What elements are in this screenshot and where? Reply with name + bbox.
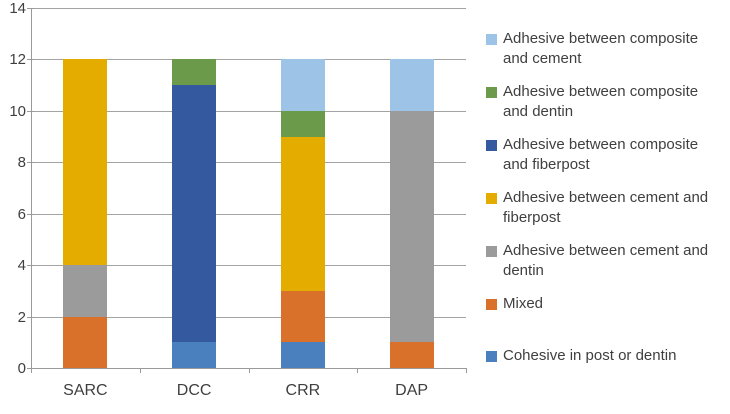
gridline <box>31 8 466 9</box>
bar-segment <box>63 316 108 368</box>
legend-swatch <box>486 86 497 98</box>
legend-swatch <box>486 139 497 151</box>
x-axis-tick-mark <box>466 368 467 373</box>
legend-label: Adhesive between composite and cement <box>503 30 699 67</box>
bar-segment <box>389 342 434 368</box>
y-axis-tick-label: 0 <box>17 360 26 377</box>
bar-segment <box>280 136 325 291</box>
x-axis-line <box>27 368 466 369</box>
legend-label: Adhesive between cement and dentin <box>503 241 709 279</box>
legend-swatch <box>486 298 497 310</box>
x-axis-tick-mark <box>31 368 32 373</box>
legend-label: Adhesive between composite and fiberpost <box>503 135 699 173</box>
bar-segment <box>172 85 217 343</box>
legend-swatch <box>486 34 497 45</box>
legend-swatch <box>486 245 497 257</box>
legend-entry: Adhesive between cement and dentin <box>486 241 725 281</box>
legend-entry: Adhesive between composite and fiberpost <box>486 135 725 175</box>
y-axis-tick-label: 14 <box>9 0 26 17</box>
y-axis-tick-mark <box>27 316 34 318</box>
category-label: CRR <box>285 382 321 399</box>
y-axis-tick-label: 2 <box>17 308 26 326</box>
gridline <box>31 59 466 61</box>
legend-entry: Cohesive in post or dentin <box>486 346 725 366</box>
legend-entry: Adhesive between cement and fiberpost <box>486 188 725 228</box>
gridline <box>31 213 466 215</box>
y-axis-line <box>31 8 32 368</box>
y-axis-tick-label: 12 <box>9 51 26 69</box>
gridline <box>31 110 466 112</box>
bar-segment <box>172 342 217 368</box>
y-axis-tick-label: 4 <box>17 257 26 275</box>
bar-segment <box>389 59 434 111</box>
bar-segment <box>63 265 108 317</box>
legend-label: Adhesive between cement and fiberpost <box>503 188 709 226</box>
y-axis-tick-label: 10 <box>9 102 26 120</box>
y-axis-tick-mark <box>27 110 34 112</box>
y-axis-tick-mark <box>27 213 34 215</box>
y-axis-tick-mark <box>27 162 34 164</box>
legend-label: Adhesive between composite and dentin <box>503 82 699 120</box>
legend-entry: Adhesive between composite and cement <box>486 29 725 69</box>
category-label: SARC <box>63 382 108 399</box>
legend-label: Mixed <box>503 294 544 312</box>
x-axis-tick-mark <box>248 368 250 373</box>
y-axis-tick-label: 8 <box>17 154 26 172</box>
legend-swatch <box>486 192 497 204</box>
bar-segment <box>63 59 108 266</box>
gridline <box>31 265 466 267</box>
y-axis-tick-mark <box>27 59 34 61</box>
y-axis-tick-mark <box>27 265 34 267</box>
legend-swatch <box>486 351 497 363</box>
gridline <box>31 316 466 318</box>
bar-segment <box>280 290 325 343</box>
y-axis-tick-label: 6 <box>17 205 26 223</box>
x-axis-tick-mark <box>139 368 141 373</box>
category-label: DAP <box>395 382 429 399</box>
bar-segment <box>280 342 325 368</box>
x-axis-tick-mark <box>357 368 359 373</box>
legend-label: Cohesive in post or dentin <box>503 347 677 365</box>
y-axis-tick-mark <box>27 8 34 9</box>
legend-entry: Mixed <box>486 294 725 314</box>
bar-segment <box>280 59 325 111</box>
bar-segment <box>389 110 434 343</box>
bar-segment <box>172 59 217 86</box>
legend-entry: Adhesive between composite and dentin <box>486 82 725 122</box>
gridline <box>31 162 466 164</box>
bar-segment <box>280 110 325 137</box>
category-label: DCC <box>176 382 212 399</box>
